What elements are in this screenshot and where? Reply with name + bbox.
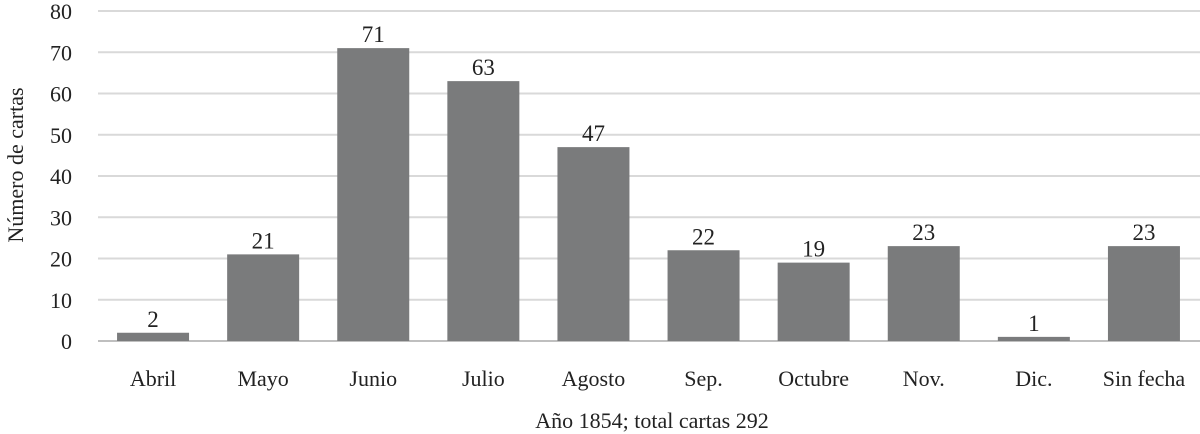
x-tick-label-3: Julio [462,366,505,391]
data-label-6: 19 [802,237,825,262]
bars [117,48,1180,341]
x-tick-label-6: Octubre [778,366,849,391]
bar-7 [887,246,960,341]
bar-4 [557,147,630,341]
bar-3 [447,81,520,341]
y-tick-label-80: 80 [50,0,72,24]
x-tick-label-4: Agosto [562,366,626,391]
y-tick-label-60: 60 [50,82,72,107]
x-tick-label-9: Sin fecha [1103,366,1186,391]
x-tick-label-8: Dic. [1015,366,1052,391]
x-tick-label-2: Junio [349,366,397,391]
data-label-5: 22 [692,224,715,249]
x-tick-label-5: Sep. [684,366,723,391]
bar-8 [997,336,1070,341]
bar-9 [1107,246,1180,341]
y-tick-label-20: 20 [50,247,72,272]
data-label-9: 23 [1132,220,1155,245]
data-label-7: 23 [912,220,935,245]
y-axis-ticks: 0 10 20 30 40 50 60 70 80 [50,0,72,354]
x-tick-label-7: Nov. [903,366,945,391]
x-tick-label-1: Mayo [237,366,288,391]
bar-0 [117,332,190,341]
y-tick-label-40: 40 [50,164,72,189]
bar-2 [337,48,410,341]
y-tick-label-70: 70 [50,40,72,65]
x-axis-title: Año 1854; total cartas 292 [535,408,768,433]
data-label-1: 21 [252,228,275,253]
y-tick-label-0: 0 [61,329,72,354]
x-axis-categories: Abril Mayo Junio Julio Agosto Sep. Octubre Nov.… [130,366,1186,391]
y-tick-label-10: 10 [50,288,72,313]
bar-5 [667,250,740,341]
data-label-2: 71 [362,22,385,47]
data-label-8: 1 [1028,311,1040,336]
y-tick-label-50: 50 [50,123,72,148]
x-tick-label-0: Abril [130,366,176,391]
data-labels: 2 21 71 63 47 22 19 23 1 23 [147,22,1155,336]
data-label-3: 63 [472,55,495,80]
data-label-0: 2 [147,307,159,332]
data-label-4: 47 [582,121,605,146]
bar-1 [227,254,300,341]
y-tick-label-30: 30 [50,205,72,230]
bar-6 [777,262,850,341]
y-axis-title: Número de cartas [3,87,28,242]
